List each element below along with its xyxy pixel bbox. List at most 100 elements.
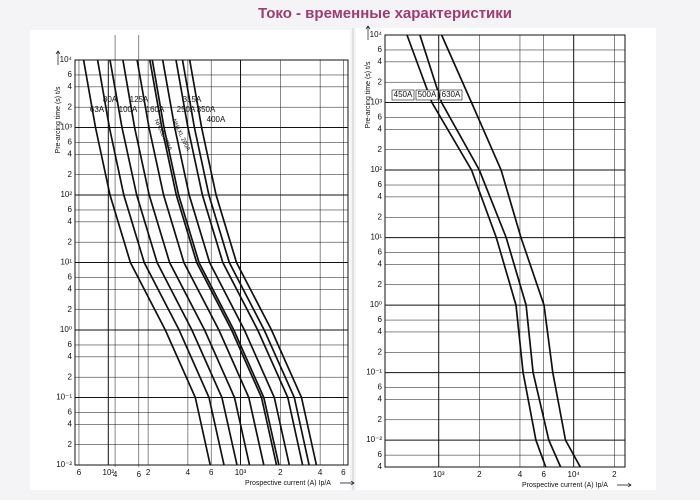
y-tick-label: 2 (378, 415, 383, 424)
x-axis-label: Prospective current (A) Ip/A (522, 482, 608, 489)
y-tick-label: 2 (378, 212, 383, 221)
curve (419, 34, 562, 468)
x-tick-label: 10² (103, 468, 115, 477)
y-tick-label: 10¹ (60, 258, 72, 267)
y-tick-label: 6 (68, 273, 73, 282)
curve (181, 59, 310, 466)
curve (161, 59, 291, 466)
x-tick-label: 10³ (433, 470, 445, 479)
axis-arrow (617, 482, 632, 488)
x-tick-label: 10³ (235, 468, 247, 477)
y-tick-label: 10² (370, 165, 382, 174)
y-tick-label: 10⁴ (60, 55, 73, 64)
x-tick-label: 10⁴ (568, 470, 581, 479)
y-tick-label: 2 (68, 372, 73, 381)
curve (96, 59, 225, 466)
y-tick-label: 2 (68, 237, 73, 246)
right-sheet (356, 28, 656, 490)
label-box (439, 89, 463, 101)
curve (151, 59, 280, 466)
y-tick-label: 2 (68, 305, 73, 314)
curve (148, 59, 278, 466)
axis-arrow (365, 25, 371, 40)
x-tick-label: 6 (542, 470, 547, 479)
x-tick-label: 4 (113, 470, 118, 479)
page-title: Токо - временные характеристики (258, 5, 512, 22)
x-axis-label: Prospective current (A) Ip/A (245, 480, 331, 487)
y-axis-label: Pre-arcing time (s) t/s (55, 86, 62, 153)
y-tick-label: 6 (68, 340, 73, 349)
series-label: 450A (394, 90, 413, 99)
y-tick-label: 10⁻² (56, 460, 72, 469)
y-tick-label: 4 (378, 260, 383, 269)
y-tick-label: 10⁰ (370, 300, 382, 309)
curve (82, 59, 212, 466)
curve (440, 34, 582, 468)
y-tick-label: 6 (68, 205, 73, 214)
y-tick-label: 10² (60, 190, 72, 199)
curve (175, 59, 304, 466)
y-tick-label: 10³ (60, 123, 72, 132)
x-tick-label: 2 (612, 470, 617, 479)
y-tick-label: 6 (68, 70, 73, 79)
series-label: 80A (103, 95, 118, 104)
series-label: 160A (146, 105, 165, 114)
y-tick-label: 10⁻¹ (56, 393, 72, 402)
y-tick-label: 4 (378, 327, 383, 336)
y-tick-label: 2 (378, 347, 383, 356)
y-tick-label: 6 (378, 248, 383, 257)
curve (109, 59, 238, 466)
y-tick-label: 4 (378, 125, 383, 134)
y-tick-label: 4 (378, 395, 383, 404)
series-label: 500A (418, 90, 437, 99)
series-label: 400A (207, 115, 226, 124)
x-tick-label: 2 (146, 468, 151, 477)
curve (122, 59, 251, 466)
y-tick-label: 10¹ (370, 233, 382, 242)
y-tick-label: 6 (378, 383, 383, 392)
series-label: 63A (90, 105, 105, 114)
x-tick-label: 4 (518, 470, 523, 479)
y-tick-label: 10⁻¹ (366, 368, 382, 377)
y-tick-label: 4 (68, 284, 73, 293)
y-tick-label: 2 (68, 170, 73, 179)
y-tick-label: 4 (68, 419, 73, 428)
y-tick-label: 2 (68, 102, 73, 111)
x-tick-label: 6 (137, 470, 142, 479)
y-tick-label: 6 (68, 138, 73, 147)
y-tick-label: 4 (68, 149, 73, 158)
x-tick-label: 4 (186, 468, 191, 477)
y-tick-label: 10³ (370, 98, 382, 107)
y-tick-label: 4 (378, 192, 383, 201)
series-label: 100A (119, 105, 138, 114)
y-tick-label: 6 (378, 450, 383, 459)
curve (136, 59, 265, 466)
series-label: 250A (177, 105, 196, 114)
y-tick-label: 2 (378, 280, 383, 289)
axis-arrow (340, 480, 355, 486)
y-tick-label: 2 (378, 145, 383, 154)
plot-frame (74, 59, 349, 466)
series-label: 315A (183, 95, 202, 104)
series-label: 630A (442, 90, 461, 99)
y-tick-label: 6 (378, 315, 383, 324)
y-tick-label: 4 (68, 82, 73, 91)
x-tick-label: 6 (341, 468, 346, 477)
curve (188, 59, 318, 466)
y-tick-label: 6 (378, 113, 383, 122)
x-tick-label: 6 (209, 468, 214, 477)
y-tick-label: 6 (378, 180, 383, 189)
y-tick-label: 2 (68, 440, 73, 449)
curve (406, 34, 547, 468)
series-label: 350A (197, 105, 216, 114)
y-tick-label: 10⁻² (366, 435, 382, 444)
y-tick-label: 4 (378, 462, 383, 471)
series-label: 125A (130, 95, 149, 104)
axis-arrow (55, 50, 61, 65)
y-tick-label: 4 (378, 57, 383, 66)
y-tick-label: 4 (68, 217, 73, 226)
label-box (391, 89, 415, 101)
y-tick-label: 10⁴ (370, 30, 383, 39)
x-tick-label: 2 (278, 468, 283, 477)
